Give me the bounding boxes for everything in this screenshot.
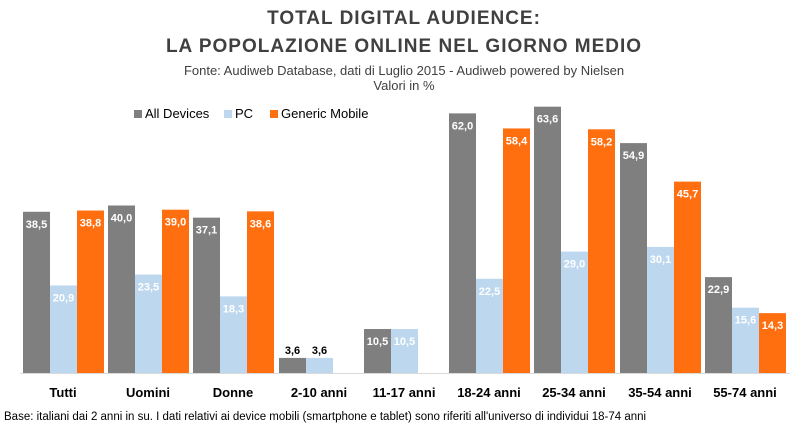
category-label-donne: Donne — [213, 385, 253, 400]
data-label-generic-mobile-tutti: 38,8 — [80, 218, 101, 230]
category-label-35-54-anni: 35-54 anni — [628, 385, 692, 400]
legend-label-all-devices: All Devices — [145, 106, 210, 121]
legend-label-generic-mobile: Generic Mobile — [281, 106, 368, 121]
bar-all-devices-25-34-anni — [534, 106, 561, 374]
category-label-55-74-anni: 55-74 anni — [713, 385, 777, 400]
bar-all-devices-55-74-anni — [705, 277, 732, 373]
category-label-11-17-anni: 11-17 anni — [373, 385, 436, 400]
data-label-generic-mobile-35-54-anni: 45,7 — [677, 189, 698, 201]
bar-pc-11-17-anni — [391, 329, 418, 373]
category-label-tutti: Tutti — [49, 385, 76, 400]
bar-pc-35-54-anni — [647, 246, 674, 373]
data-label-all-devices-35-54-anni: 54,9 — [623, 150, 644, 162]
data-label-all-devices-uomini: 40,0 — [111, 213, 132, 225]
data-label-all-devices-55-74-anni: 22,9 — [708, 284, 729, 296]
data-label-pc-donne: 18,3 — [223, 303, 244, 315]
data-label-all-devices-tutti: 38,5 — [26, 219, 47, 231]
data-label-pc-uomini: 23,5 — [138, 282, 159, 294]
bar-generic-mobile-tutti — [77, 210, 104, 373]
category-label-uomini: Uomini — [126, 385, 170, 400]
data-label-pc-2-10-anni: 3,6 — [312, 345, 327, 357]
data-label-pc-55-74-anni: 15,6 — [735, 315, 756, 327]
legend-label-pc: PC — [235, 106, 253, 121]
bar-all-devices-donne — [193, 217, 220, 373]
data-label-pc-18-24-anni: 22,5 — [479, 286, 500, 298]
category-label-2-10-anni: 2-10 anni — [291, 385, 347, 400]
data-label-all-devices-2-10-anni: 3,6 — [285, 345, 300, 357]
bar-pc-tutti — [50, 285, 77, 373]
data-label-pc-25-34-anni: 29,0 — [564, 259, 585, 271]
bar-all-devices-tutti — [23, 211, 50, 373]
bar-all-devices-11-17-anni — [364, 329, 391, 373]
data-label-generic-mobile-18-24-anni: 58,4 — [506, 135, 528, 147]
chart-title-line2: LA POPOLAZIONE ONLINE NEL GIORNO MEDIO — [165, 36, 643, 57]
legend-swatch-pc — [224, 110, 232, 118]
bar-pc-18-24-anni — [476, 278, 503, 373]
chart-subtitle-line2: Valori in % — [373, 78, 435, 93]
bar-all-devices-35-54-anni — [620, 143, 647, 373]
data-label-all-devices-25-34-anni: 63,6 — [537, 114, 558, 126]
data-label-all-devices-11-17-anni: 10,5 — [367, 336, 388, 348]
category-label-18-24-anni: 18-24 anni — [457, 385, 521, 400]
data-label-all-devices-donne: 37,1 — [196, 225, 217, 237]
bar-generic-mobile-18-24-anni — [503, 128, 530, 373]
data-label-generic-mobile-25-34-anni: 58,2 — [591, 136, 612, 148]
bar-pc-uomini — [135, 274, 162, 373]
bar-generic-mobile-55-74-anni — [759, 313, 786, 373]
bar-generic-mobile-uomini — [162, 209, 189, 373]
bar-all-devices-18-24-anni — [449, 113, 476, 373]
bar-pc-55-74-anni — [732, 307, 759, 373]
legend-swatch-generic-mobile — [270, 110, 278, 118]
data-label-generic-mobile-donne: 38,6 — [250, 218, 271, 230]
bar-all-devices-uomini — [108, 205, 135, 373]
data-label-pc-11-17-anni: 10,5 — [394, 336, 415, 348]
bar-generic-mobile-donne — [247, 211, 274, 373]
legend-swatch-all-devices — [134, 110, 142, 118]
data-label-generic-mobile-55-74-anni: 14,3 — [762, 320, 783, 332]
chart-footnote: Base: italiani dai 2 anni in su. I dati … — [4, 411, 647, 423]
data-label-pc-tutti: 20,9 — [53, 292, 74, 304]
data-label-all-devices-18-24-anni: 62,0 — [452, 120, 473, 132]
chart-title: TOTAL DIGITAL AUDIENCE: — [267, 8, 541, 29]
bar-all-devices-2-10-anni — [279, 357, 306, 373]
bar-pc-2-10-anni — [306, 357, 333, 373]
category-label-25-34-anni: 25-34 anni — [542, 385, 606, 400]
bar-pc-donne — [220, 296, 247, 373]
data-label-generic-mobile-uomini: 39,0 — [165, 217, 186, 229]
bar-pc-25-34-anni — [561, 251, 588, 373]
chart-subtitle: Fonte: Audiweb Database, dati di Luglio … — [183, 63, 625, 78]
data-label-pc-35-54-anni: 30,1 — [650, 254, 671, 266]
bar-generic-mobile-35-54-anni — [674, 181, 701, 373]
bar-generic-mobile-25-34-anni — [588, 129, 615, 373]
